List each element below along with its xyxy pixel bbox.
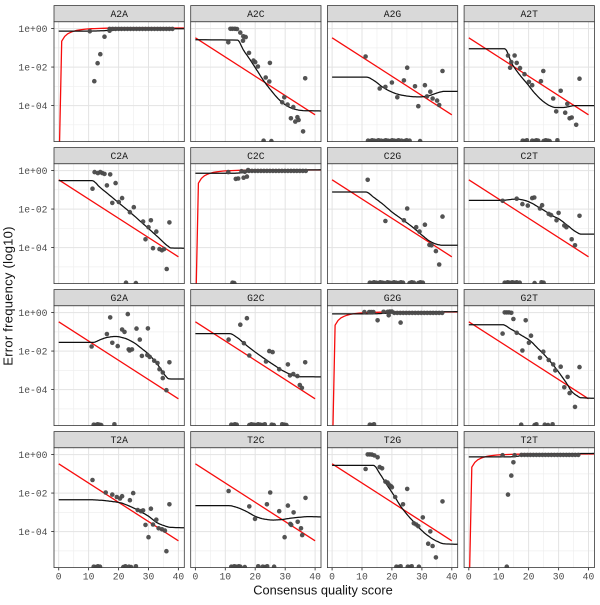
svg-text:T2T: T2T [520,435,538,446]
svg-text:C2G: C2G [384,151,402,162]
svg-text:G2G: G2G [384,293,402,304]
svg-text:1e-02: 1e-02 [18,62,47,73]
svg-text:C2A: C2A [110,151,128,162]
svg-text:1e+00: 1e+00 [18,450,47,461]
svg-text:A2T: A2T [520,9,538,20]
svg-text:40: 40 [173,571,185,582]
svg-text:A2A: A2A [110,9,128,20]
svg-text:1e-04: 1e-04 [18,385,47,396]
svg-text:40: 40 [309,571,321,582]
svg-text:20: 20 [113,571,125,582]
svg-text:1e+00: 1e+00 [18,24,47,35]
svg-text:10: 10 [83,571,95,582]
svg-text:A2G: A2G [384,9,402,20]
svg-text:30: 30 [143,571,155,582]
svg-text:A2C: A2C [247,9,265,20]
svg-text:20: 20 [523,571,535,582]
svg-text:10: 10 [219,571,231,582]
svg-text:T2C: T2C [247,435,265,446]
svg-text:G2A: G2A [110,293,128,304]
svg-text:C2C: C2C [247,151,265,162]
svg-text:1e-04: 1e-04 [18,527,47,538]
svg-text:40: 40 [583,571,595,582]
svg-text:30: 30 [416,571,428,582]
svg-text:Error frequency (log10): Error frequency (log10) [1,226,16,365]
svg-text:1e-02: 1e-02 [18,346,47,357]
svg-text:30: 30 [279,571,291,582]
svg-text:1e-04: 1e-04 [18,101,47,112]
svg-text:0: 0 [192,571,198,582]
svg-text:40: 40 [446,571,458,582]
svg-text:T2G: T2G [384,435,402,446]
svg-text:Consensus quality score: Consensus quality score [253,583,392,598]
svg-text:0: 0 [329,571,335,582]
svg-text:1e+00: 1e+00 [18,166,47,177]
svg-text:10: 10 [493,571,505,582]
svg-text:30: 30 [553,571,565,582]
svg-text:1e-02: 1e-02 [18,488,47,499]
svg-text:0: 0 [466,571,472,582]
svg-text:1e+00: 1e+00 [18,308,47,319]
svg-text:G2C: G2C [247,293,265,304]
svg-text:T2A: T2A [110,435,128,446]
svg-text:20: 20 [386,571,398,582]
svg-text:0: 0 [56,571,62,582]
svg-text:1e-04: 1e-04 [18,243,47,254]
svg-text:10: 10 [356,571,368,582]
svg-text:1e-02: 1e-02 [18,204,47,215]
svg-text:20: 20 [249,571,261,582]
svg-text:C2T: C2T [520,151,538,162]
svg-text:G2T: G2T [520,293,538,304]
